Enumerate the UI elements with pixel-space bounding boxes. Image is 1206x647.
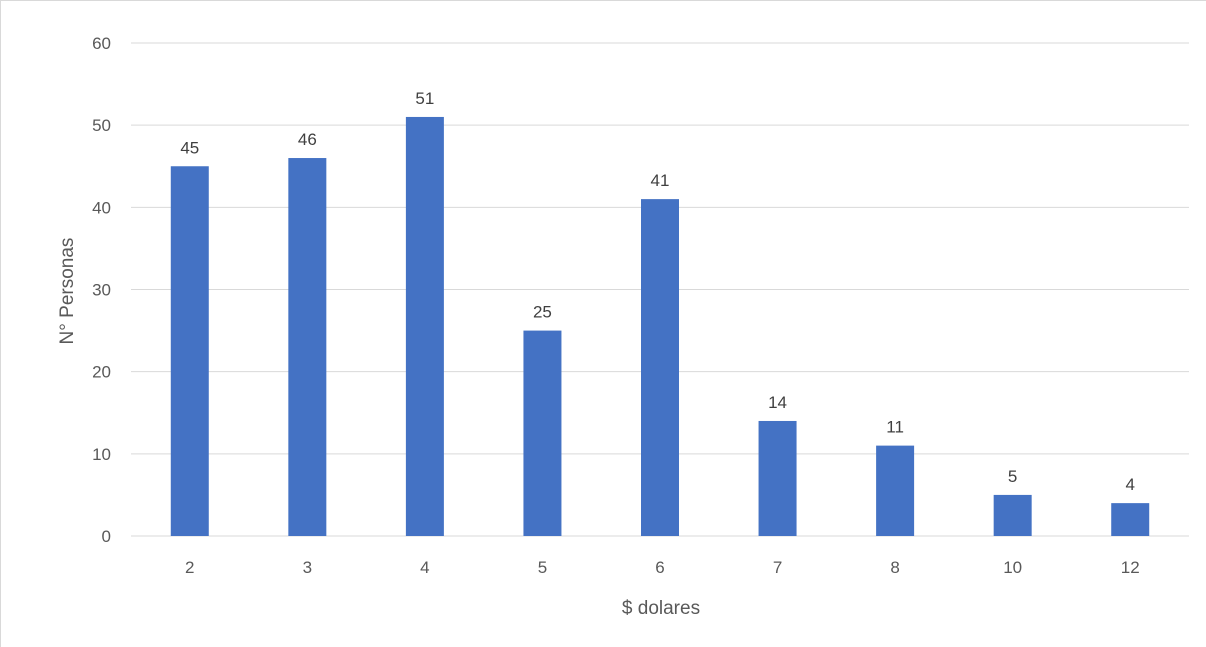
y-axis-ticks: 0 10 20 30 40 50 60: [92, 34, 111, 546]
y-tick-label: 20: [92, 363, 111, 382]
bars: [170, 116, 1150, 537]
y-axis-title: N° Personas: [57, 238, 78, 345]
y-tick-label: 30: [92, 281, 111, 300]
y-tick-label: 60: [92, 34, 111, 53]
y-tick-label: 40: [92, 198, 111, 217]
x-tick-label: 12: [1121, 558, 1140, 577]
x-tick-label: 6: [655, 558, 664, 577]
bar: [993, 494, 1032, 536]
x-tick-label: 3: [303, 558, 312, 577]
x-tick-label: 7: [773, 558, 782, 577]
data-label: 14: [768, 393, 787, 412]
x-axis-ticks: 2 3 4 5 6 7 8 10 12: [185, 558, 1140, 577]
x-tick-label: 5: [538, 558, 547, 577]
data-label: 11: [886, 418, 904, 437]
bar: [1111, 503, 1150, 536]
bar: [523, 330, 562, 536]
x-tick-label: 2: [185, 558, 194, 577]
bar: [641, 199, 679, 536]
x-tick-label: 8: [890, 558, 899, 577]
data-label: 25: [533, 303, 552, 322]
bar: [758, 420, 797, 536]
data-label: 41: [651, 171, 670, 190]
x-tick-label: 4: [420, 558, 429, 577]
bar: [288, 158, 327, 537]
data-label: 46: [298, 130, 317, 149]
data-label: 51: [415, 89, 434, 108]
bar: [876, 445, 915, 536]
x-tick-label: 10: [1003, 558, 1022, 577]
data-labels: 45 46 51 25 41 14 11 5 4: [180, 89, 1135, 494]
data-label: 5: [1008, 467, 1017, 486]
y-tick-label: 0: [102, 527, 111, 546]
y-tick-label: 50: [92, 116, 111, 135]
data-label: 4: [1125, 475, 1134, 494]
x-axis-title: $ dolares: [622, 598, 700, 619]
y-tick-label: 10: [92, 445, 111, 464]
data-label: 45: [180, 138, 199, 157]
bar: [170, 166, 209, 536]
bar: [405, 116, 444, 536]
